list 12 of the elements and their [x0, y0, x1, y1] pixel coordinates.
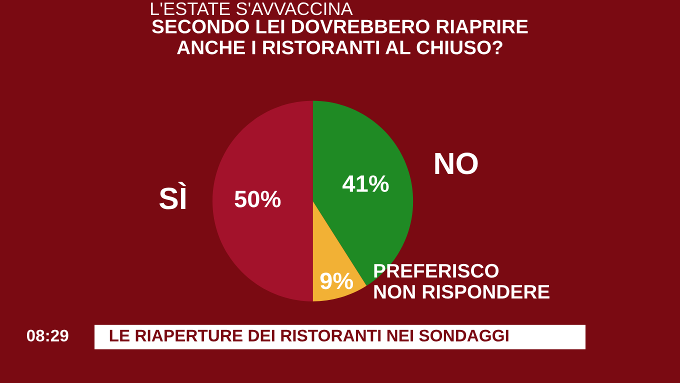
data-label: 41%	[342, 175, 389, 192]
pie-slice	[312, 201, 367, 302]
text: 08:29	[26, 330, 68, 342]
slice-label: PREFERISCO NON RISPONDERE	[374, 264, 550, 299]
text: LE RIAPERTURE DEI RISTORANTI NEI SONDAGGI	[110, 330, 508, 342]
slice-label: SÌ	[159, 182, 186, 210]
chart-subtitle: L'ESTATE S'AVVACCINA	[151, 2, 353, 16]
pie-slice	[212, 100, 313, 302]
data-label: 50%	[234, 190, 281, 208]
chart-title: SECONDO LEI DOVREBBERO RIAPRIRE ANCHE I RISTORANTI AL CHIUSO?	[152, 20, 528, 54]
slice-label: NO	[435, 152, 478, 174]
data-label: 9%	[320, 272, 354, 290]
